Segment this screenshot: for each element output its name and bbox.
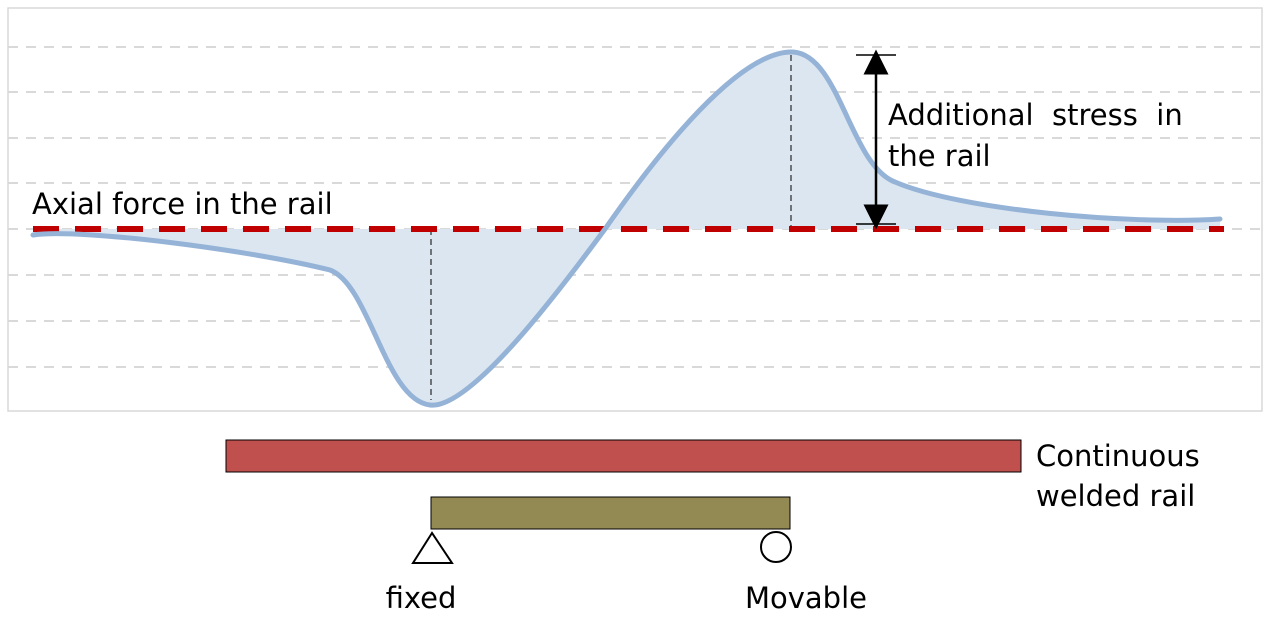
bridge-girder xyxy=(430,496,791,530)
stress-curve xyxy=(30,49,1223,408)
axial-force-label: Axial force in the rail xyxy=(32,187,333,221)
fixed-support-triangle-icon xyxy=(411,531,454,564)
rail-label: Continuous xyxy=(1036,439,1200,473)
additional-stress-label: Additional stress in xyxy=(888,98,1183,132)
fixed-label: fixed xyxy=(386,581,457,615)
movable-label: Movable xyxy=(745,581,867,615)
rail-label-2: welded rail xyxy=(1036,479,1195,513)
continuous-welded-rail xyxy=(225,439,1022,473)
additional-stress-label-2: the rail xyxy=(888,139,991,173)
additional-stress-arrow xyxy=(856,49,896,230)
movable-support-circle-icon xyxy=(760,531,792,563)
